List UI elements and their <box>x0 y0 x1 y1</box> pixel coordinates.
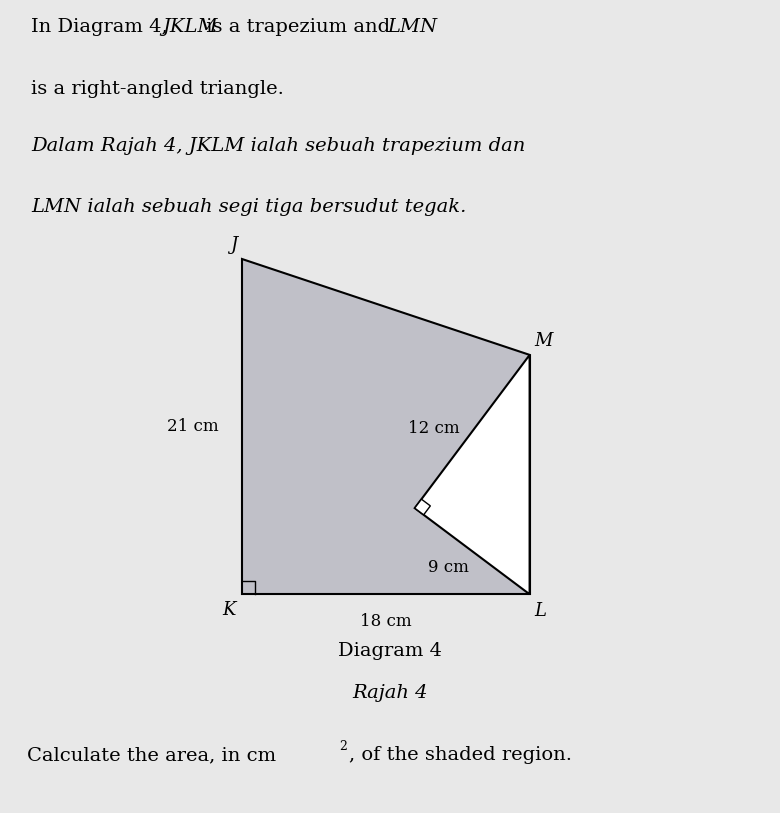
Text: K: K <box>222 601 236 619</box>
Text: 21 cm: 21 cm <box>167 418 218 435</box>
Text: is a trapezium and: is a trapezium and <box>200 18 396 37</box>
Text: M: M <box>534 333 553 350</box>
Text: J: J <box>230 237 238 254</box>
Text: L: L <box>534 602 546 620</box>
Text: Calculate the area, in cm: Calculate the area, in cm <box>27 746 276 764</box>
Polygon shape <box>415 355 530 594</box>
Text: 12 cm: 12 cm <box>408 420 459 437</box>
Text: 9 cm: 9 cm <box>428 559 469 576</box>
Polygon shape <box>415 499 431 515</box>
Text: 2: 2 <box>339 740 347 753</box>
Text: , of the shaded region.: , of the shaded region. <box>349 746 573 764</box>
Text: LMN: LMN <box>387 18 437 37</box>
Polygon shape <box>243 259 530 594</box>
Text: Dalam Rajah 4, JKLM ialah sebuah trapezium dan: Dalam Rajah 4, JKLM ialah sebuah trapezi… <box>31 137 526 154</box>
Text: is a right-angled triangle.: is a right-angled triangle. <box>31 80 284 98</box>
Text: Diagram 4: Diagram 4 <box>338 642 442 660</box>
Text: In Diagram 4,: In Diagram 4, <box>31 18 174 37</box>
Text: LMN ialah sebuah segi tiga bersudut tegak.: LMN ialah sebuah segi tiga bersudut tega… <box>31 198 466 216</box>
Text: JKLM: JKLM <box>162 18 218 37</box>
Text: 18 cm: 18 cm <box>360 613 412 630</box>
Text: Rajah 4: Rajah 4 <box>353 685 427 702</box>
